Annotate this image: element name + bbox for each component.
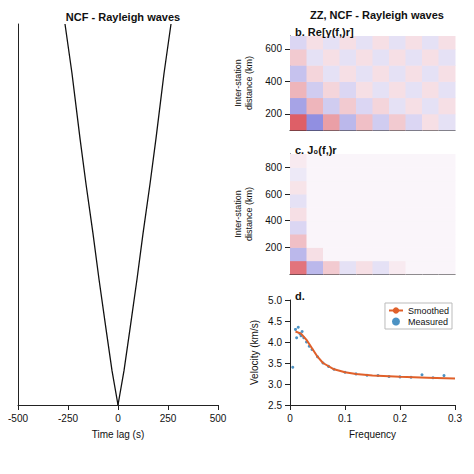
- svg-text:600: 600: [265, 43, 282, 54]
- svg-text:400: 400: [265, 215, 282, 226]
- svg-text:500: 500: [210, 413, 227, 424]
- svg-text:Velocity (km/s): Velocity (km/s): [249, 320, 260, 385]
- svg-text:NCF - Rayleigh waves: NCF - Rayleigh waves: [66, 11, 180, 23]
- svg-text:0.2: 0.2: [393, 413, 407, 424]
- svg-text:4.0: 4.0: [268, 337, 282, 348]
- svg-text:d.: d.: [295, 290, 305, 302]
- svg-text:Measured: Measured: [408, 317, 448, 327]
- svg-text:Time lag (s): Time lag (s): [92, 429, 144, 440]
- svg-text:c. J₀(f,)r: c. J₀(f,)r: [295, 144, 337, 156]
- svg-text:5.0: 5.0: [268, 295, 282, 306]
- svg-text:Inter-station: Inter-station: [233, 190, 243, 238]
- svg-text:250: 250: [160, 413, 177, 424]
- svg-text:200: 200: [265, 242, 282, 253]
- svg-text:0.3: 0.3: [448, 413, 462, 424]
- svg-text:200: 200: [265, 108, 282, 119]
- svg-text:Smoothed: Smoothed: [408, 306, 449, 316]
- svg-text:0: 0: [287, 413, 293, 424]
- svg-text:-250: -250: [58, 413, 78, 424]
- svg-text:0.1: 0.1: [338, 413, 352, 424]
- svg-text:3.5: 3.5: [268, 358, 282, 369]
- svg-text:0: 0: [115, 413, 121, 424]
- svg-text:400: 400: [265, 76, 282, 87]
- svg-text:Frequency: Frequency: [349, 429, 396, 440]
- svg-text:distance (km): distance (km): [244, 187, 254, 241]
- svg-text:Inter-station: Inter-station: [233, 59, 243, 107]
- svg-text:b. Re[γ(f,)r]: b. Re[γ(f,)r]: [295, 26, 354, 38]
- svg-text:3.0: 3.0: [268, 379, 282, 390]
- svg-text:4.5: 4.5: [268, 316, 282, 327]
- svg-text:800: 800: [265, 162, 282, 173]
- svg-text:ZZ, NCF - Rayleigh waves: ZZ, NCF - Rayleigh waves: [310, 9, 444, 21]
- svg-text:-500: -500: [8, 413, 28, 424]
- svg-text:distance (km): distance (km): [244, 56, 254, 110]
- svg-text:600: 600: [265, 189, 282, 200]
- svg-text:2.5: 2.5: [268, 400, 282, 411]
